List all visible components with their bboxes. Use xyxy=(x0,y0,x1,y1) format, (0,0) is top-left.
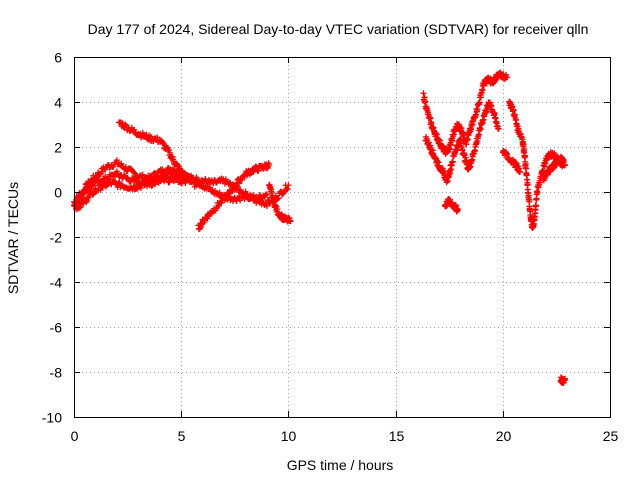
data-point xyxy=(473,111,479,118)
data-point xyxy=(131,126,138,133)
data-segment xyxy=(422,99,502,186)
data-segment xyxy=(420,69,511,157)
data-point xyxy=(138,134,144,141)
data-segment xyxy=(116,119,200,190)
data-point xyxy=(177,176,184,183)
data-segment xyxy=(195,160,273,233)
grid-layer xyxy=(74,57,610,417)
chart-title: Day 177 of 2024, Sidereal Day-to-day VTE… xyxy=(88,21,589,37)
data-point xyxy=(130,169,137,176)
data-point xyxy=(435,159,442,166)
y-tick-label: 4 xyxy=(54,95,62,111)
data-point xyxy=(244,191,251,198)
data-point xyxy=(464,136,471,143)
x-tick-label: 10 xyxy=(281,428,297,444)
data-point xyxy=(427,115,434,122)
data-segment xyxy=(266,181,294,225)
data-point xyxy=(287,218,294,225)
y-tick-label: -8 xyxy=(50,365,63,381)
data-point xyxy=(223,195,230,202)
x-tick-label: 5 xyxy=(178,428,186,444)
y-tick-label: -2 xyxy=(50,230,63,246)
data-point xyxy=(447,141,454,148)
data-point xyxy=(102,183,109,190)
x-tick-label: 25 xyxy=(603,428,619,444)
data-segment xyxy=(73,173,189,213)
data-point xyxy=(112,173,119,180)
data-point xyxy=(149,182,156,189)
data-point xyxy=(436,137,443,144)
data-point xyxy=(495,126,502,132)
data-point xyxy=(516,168,523,175)
y-axis-label: SDTVAR / TECUs xyxy=(5,182,21,294)
data-point xyxy=(284,185,291,192)
data-point xyxy=(533,202,540,209)
data-point xyxy=(166,149,173,156)
data-point xyxy=(154,134,161,141)
data-point xyxy=(72,198,79,205)
data-point xyxy=(274,206,281,213)
data-point xyxy=(165,179,172,186)
data-point xyxy=(137,184,144,191)
data-segment xyxy=(499,147,523,176)
data-point xyxy=(504,74,511,81)
data-point xyxy=(152,181,159,188)
data-point xyxy=(113,157,120,164)
y-tick-label: 2 xyxy=(54,140,62,156)
data-point xyxy=(116,179,123,186)
data-point xyxy=(243,172,250,179)
data-point xyxy=(166,178,173,185)
data-point xyxy=(524,181,531,188)
data-point xyxy=(421,94,428,101)
data-segment xyxy=(557,374,568,387)
axis-ticks: 0 5 10 15 20 25 -10 -8 -6 -4 -2 0 2 4 6 xyxy=(42,50,619,445)
data-point xyxy=(99,184,106,191)
x-tick-label: 20 xyxy=(496,428,512,444)
data-point xyxy=(213,205,220,212)
data-point xyxy=(521,153,528,160)
data-point xyxy=(139,129,146,136)
data-point xyxy=(283,186,290,193)
data-point xyxy=(449,158,456,165)
data-point xyxy=(159,166,166,173)
data-point xyxy=(534,189,541,196)
data-point xyxy=(263,191,270,198)
data-point xyxy=(561,162,568,168)
data-segment xyxy=(441,195,461,215)
x-tick-label: 0 xyxy=(71,428,79,444)
y-tick-label: 6 xyxy=(54,50,62,66)
data-point xyxy=(420,90,427,97)
data-point xyxy=(173,175,180,182)
x-tick-label: 15 xyxy=(389,428,405,444)
data-point xyxy=(269,192,276,199)
data-point xyxy=(90,182,97,189)
data-point xyxy=(467,126,474,133)
data-point xyxy=(422,98,429,105)
data-point xyxy=(165,147,172,154)
data-segment xyxy=(540,153,568,184)
y-tick-label: 0 xyxy=(54,185,62,201)
data-marks xyxy=(71,69,568,387)
x-axis-label: GPS time / hours xyxy=(287,457,394,473)
y-tick-label: -4 xyxy=(50,275,63,291)
data-point xyxy=(236,180,243,187)
data-point xyxy=(193,182,200,189)
data-point xyxy=(454,207,461,213)
y-tick-label: -10 xyxy=(42,410,62,426)
data-point xyxy=(132,176,139,183)
data-point xyxy=(455,143,462,150)
data-point xyxy=(561,375,568,382)
data-point xyxy=(118,160,125,167)
data-point xyxy=(444,177,451,184)
data-point xyxy=(119,120,126,127)
data-point xyxy=(275,195,282,202)
data-point xyxy=(263,203,270,210)
data-point xyxy=(266,162,273,168)
y-tick-label: -6 xyxy=(50,320,63,336)
data-point xyxy=(285,182,292,189)
data-point xyxy=(94,187,101,194)
data-point xyxy=(81,188,88,195)
data-point xyxy=(477,126,484,133)
